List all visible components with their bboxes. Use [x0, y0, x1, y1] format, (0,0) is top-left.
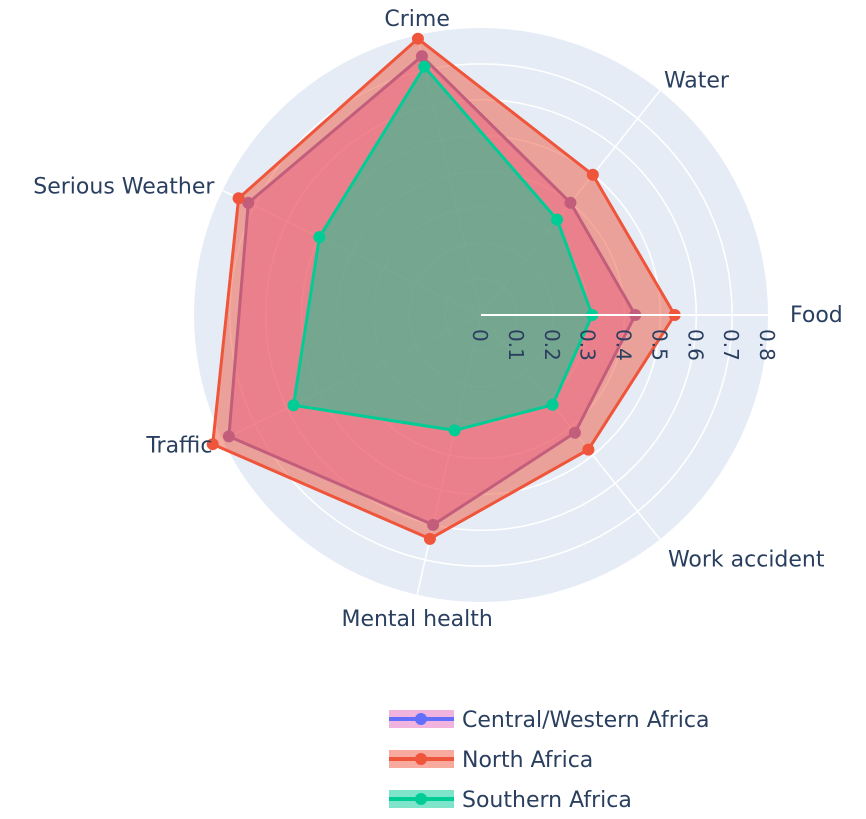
radial-tick-label: 0.6: [683, 329, 707, 361]
legend: Central/Western Africa North Africa Southe…: [389, 708, 709, 813]
data-point: [586, 168, 599, 181]
legend-label: Central/Western Africa: [462, 708, 709, 733]
axis-label-traffic: Traffic: [145, 434, 212, 459]
legend-item-0: Central/Western Africa: [389, 708, 709, 733]
data-point: [418, 60, 431, 73]
data-point: [551, 213, 564, 226]
radial-tick-label: 0.7: [719, 329, 743, 361]
axis-label-water: Water: [664, 69, 730, 94]
series-layer: [206, 32, 681, 545]
radial-tick-label: 0.1: [504, 329, 528, 361]
data-point: [582, 443, 595, 456]
data-point: [206, 438, 219, 451]
axis-label-food: Food: [790, 303, 843, 328]
data-point: [232, 192, 245, 205]
radial-tick-label: 0.2: [540, 329, 564, 361]
legend-marker: [415, 753, 427, 765]
axis-label-serious-weather: Serious Weather: [33, 174, 215, 199]
legend-label: North Africa: [462, 748, 593, 773]
radial-tick-label: 0: [468, 329, 492, 342]
legend-marker: [415, 713, 427, 725]
axis-label-crime: Crime: [384, 7, 449, 32]
data-point: [287, 399, 300, 412]
axis-layer: 0 0.1 0.2 0.3 0.4 0.5 0.6 0.7 0.8 Food Water Crime S…: [33, 7, 842, 632]
legend-item-2: Southern Africa: [389, 788, 632, 813]
data-point: [313, 231, 326, 244]
series-area: [292, 65, 594, 432]
data-point: [411, 32, 424, 45]
radial-tick-label: 0.8: [755, 329, 779, 361]
data-point: [546, 398, 559, 411]
data-point: [448, 424, 461, 437]
axis-label-work-accident: Work accident: [668, 547, 825, 572]
data-point: [423, 532, 436, 545]
axis-label-mental-health: Mental health: [341, 607, 492, 632]
radial-tick-label: 0.3: [576, 329, 600, 361]
radial-tick-label: 0.5: [647, 329, 671, 361]
legend-label: Southern Africa: [462, 788, 632, 813]
legend-marker: [415, 793, 427, 805]
legend-item-1: North Africa: [389, 748, 593, 773]
series-2: [287, 60, 599, 437]
radial-tick-label: 0.4: [612, 329, 636, 361]
